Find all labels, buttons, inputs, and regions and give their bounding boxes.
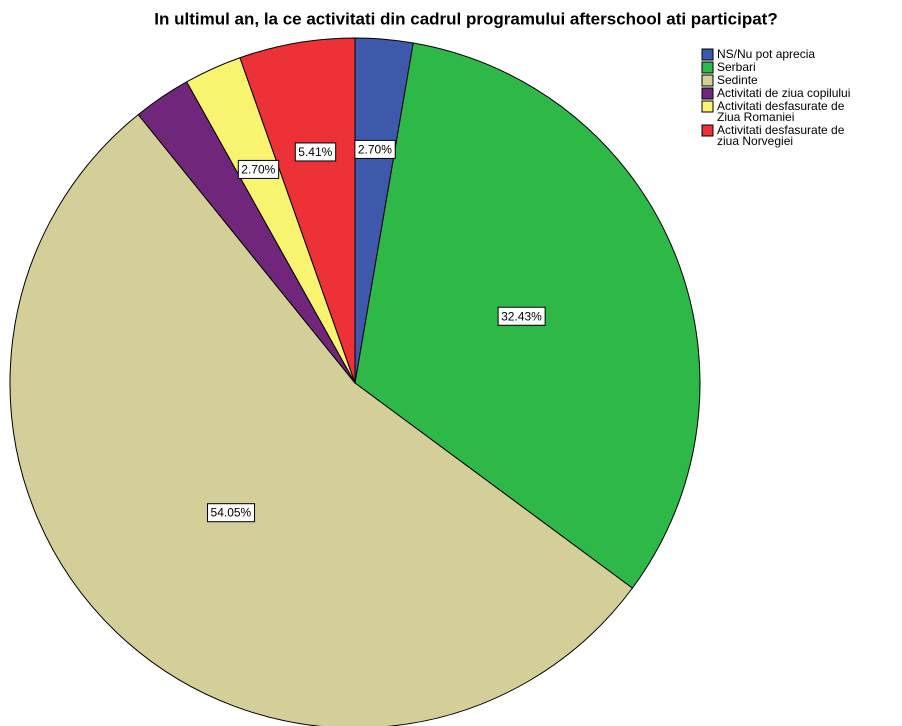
- data-label: 54.05%: [211, 506, 252, 520]
- data-label: 5.41%: [298, 145, 332, 159]
- legend-swatch: [701, 48, 714, 61]
- pie-slice: [9, 113, 634, 726]
- data-label: 2.70%: [241, 162, 275, 176]
- data-label-box: [294, 142, 337, 162]
- pie-slice: [239, 37, 356, 384]
- legend-swatch: [701, 100, 714, 113]
- legend-label: Serbari: [717, 60, 756, 74]
- legend-swatch: [701, 124, 714, 137]
- data-label-box: [207, 503, 256, 523]
- legend-label: Sedinte: [717, 73, 758, 87]
- data-label-box: [237, 159, 280, 179]
- data-label: 2.70%: [358, 142, 392, 156]
- legend-swatch: [701, 74, 714, 87]
- legend-label: Activitati de ziua copilului: [717, 86, 850, 100]
- legend-label: Activitati desfasurate de Ziua Romaniei: [717, 99, 845, 124]
- data-label: 32.43%: [501, 309, 542, 323]
- legend-swatch: [701, 87, 714, 100]
- legend-swatch: [701, 61, 714, 74]
- legend-label: Activitati desfasurate de ziua Norvegiei: [717, 123, 845, 148]
- data-label-box: [354, 139, 396, 159]
- data-label-box: [497, 306, 546, 326]
- legend-label: NS/Nu pot aprecia: [717, 47, 815, 61]
- chart-title: In ultimul an, la ce activitati din cadr…: [154, 9, 777, 28]
